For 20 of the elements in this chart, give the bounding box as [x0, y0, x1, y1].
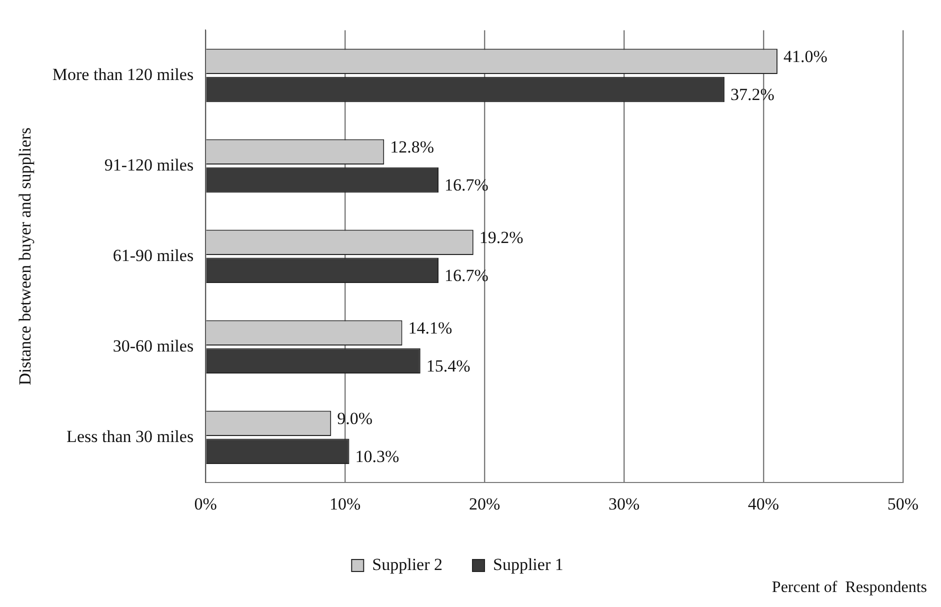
data-label: 41.0% [783, 46, 828, 66]
y-tick-label: 91-120 miles [104, 155, 194, 174]
data-label: 14.1% [408, 318, 452, 338]
x-tick-label: 50% [887, 494, 919, 514]
x-axis-title: Percent of Respondents [772, 579, 927, 596]
legend-label: Supplier 1 [493, 554, 564, 574]
x-tick-label: 30% [608, 494, 640, 514]
x-tick-label: 0% [194, 494, 217, 514]
y-tick-label: More than 120 miles [52, 64, 194, 84]
legend-label: Supplier 2 [372, 554, 442, 574]
y-tick-label: 30-60 miles [112, 336, 194, 356]
y-tick-label: Less than 30 miles [66, 426, 194, 446]
y-axis-title: Distance between buyer and suppliers [16, 128, 35, 386]
x-tick-label: 20% [468, 494, 500, 514]
data-label: 15.4% [426, 356, 470, 376]
data-label: 10.3% [355, 446, 400, 466]
x-tick-label: 40% [748, 494, 780, 514]
y-tick-label: 61-90 miles [112, 246, 194, 265]
x-tick-label: 10% [329, 494, 361, 514]
data-label: 12.8% [390, 137, 434, 156]
